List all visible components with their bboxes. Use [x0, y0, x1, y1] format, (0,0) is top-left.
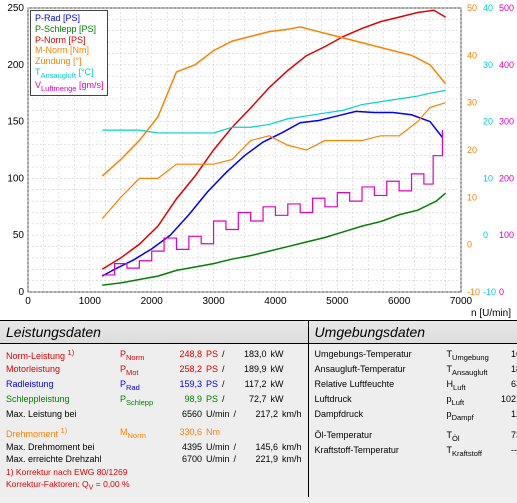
- data-row: Öl-TemperaturTÖl73,0 °C: [315, 429, 517, 444]
- panel-title-left: Leistungsdaten: [0, 321, 308, 344]
- svg-text:300: 300: [499, 117, 514, 127]
- svg-text:100: 100: [7, 173, 24, 184]
- svg-text:1000: 1000: [79, 296, 102, 307]
- data-row: Umgebungs-TemperaturTUmgebung16,7 °C: [315, 348, 517, 363]
- svg-text:200: 200: [7, 60, 24, 71]
- legend-item: P-Schlepp [PS]: [35, 24, 103, 35]
- data-row: Max. Drehmoment bei4395 U/min / 145,6 km…: [6, 441, 302, 453]
- svg-text:5000: 5000: [326, 296, 349, 307]
- panel-body-left: Norm-Leistung 1)PNorm248,8 PS / 183,0 kW…: [0, 344, 308, 497]
- panel-leistungsdaten: Leistungsdaten Norm-Leistung 1)PNorm248,…: [0, 321, 309, 497]
- legend-box: P-Rad [PS]P-Schlepp [PS]P-Norm [PS]M-Nor…: [30, 10, 108, 96]
- svg-text:10: 10: [483, 173, 493, 183]
- legend-item: M-Norm [Nm]: [35, 45, 103, 56]
- svg-text:100: 100: [499, 230, 514, 240]
- svg-text:0: 0: [467, 240, 472, 250]
- data-row: SchleppleistungPSchlepp98,9 PS / 72,7 kW: [6, 393, 302, 408]
- panel-umgebungsdaten: Umgebungsdaten Umgebungs-TemperaturTUmge…: [309, 321, 517, 497]
- svg-text:0: 0: [499, 287, 504, 297]
- data-row: RadleistungPRad159,3 PS / 117,2 kW: [6, 378, 302, 393]
- svg-text:200: 200: [499, 173, 514, 183]
- legend-item: TAnsaugluft [°C]: [35, 67, 103, 80]
- data-row: MotorleistungPMot258,2 PS / 189,9 kW: [6, 363, 302, 378]
- panel-body-right: Umgebungs-TemperaturTUmgebung16,7 °CAnsa…: [309, 344, 517, 462]
- data-row: Drehmoment 1)MNorm330,6 Nm: [6, 426, 302, 441]
- svg-text:50: 50: [13, 230, 25, 241]
- svg-text:150: 150: [7, 117, 24, 128]
- svg-text:-10: -10: [467, 287, 480, 297]
- footer-note: 1) Korrektur nach EWG 80/1269Korrektur-F…: [6, 467, 302, 493]
- svg-text:500: 500: [499, 3, 514, 13]
- data-row: LuftdruckpLuft1021,3 hPa: [315, 393, 517, 408]
- svg-text:20: 20: [467, 145, 477, 155]
- legend-item: P-Rad [PS]: [35, 13, 103, 24]
- svg-text:4000: 4000: [264, 296, 287, 307]
- legend-item: VLuftmenge [gm/s]: [35, 80, 103, 93]
- data-row: DampfdruckpDampf12,1 hPa: [315, 408, 517, 423]
- data-row: Relative LuftfeuchteHLuft63,8 %: [315, 378, 517, 393]
- svg-text:0: 0: [483, 230, 488, 240]
- svg-text:n [U/min]: n [U/min]: [471, 308, 511, 319]
- svg-text:10: 10: [467, 192, 477, 202]
- svg-text:6000: 6000: [388, 296, 411, 307]
- data-row: Max. erreichte Drehzahl6700 U/min / 221,…: [6, 453, 302, 465]
- svg-text:-10: -10: [483, 287, 496, 297]
- svg-text:250: 250: [7, 3, 24, 14]
- svg-text:400: 400: [499, 60, 514, 70]
- svg-text:2000: 2000: [141, 296, 164, 307]
- svg-text:40: 40: [467, 50, 477, 60]
- panel-title-right: Umgebungsdaten: [309, 321, 517, 344]
- svg-text:0: 0: [25, 296, 31, 307]
- svg-text:30: 30: [467, 98, 477, 108]
- svg-text:7000: 7000: [450, 296, 473, 307]
- data-row: Ansaugluft-TemperaturTAnsaugluft18,0 °C: [315, 363, 517, 378]
- svg-text:40: 40: [483, 3, 493, 13]
- data-row: Max. Leistung bei6560 U/min / 217,2 km/h: [6, 408, 302, 420]
- svg-text:3000: 3000: [202, 296, 225, 307]
- chart-area: 0501001502002500100020003000400050006000…: [0, 0, 517, 320]
- svg-text:0: 0: [18, 287, 24, 298]
- data-row: Kraftstoff-TemperaturTKraftstoff----,- °…: [315, 444, 517, 459]
- data-panels: Leistungsdaten Norm-Leistung 1)PNorm248,…: [0, 320, 517, 497]
- svg-text:50: 50: [467, 3, 477, 13]
- data-row: Norm-Leistung 1)PNorm248,8 PS / 183,0 kW: [6, 348, 302, 363]
- legend-item: Zündung [°]: [35, 56, 103, 67]
- svg-text:20: 20: [483, 117, 493, 127]
- legend-item: P-Norm [PS]: [35, 35, 103, 46]
- svg-text:30: 30: [483, 60, 493, 70]
